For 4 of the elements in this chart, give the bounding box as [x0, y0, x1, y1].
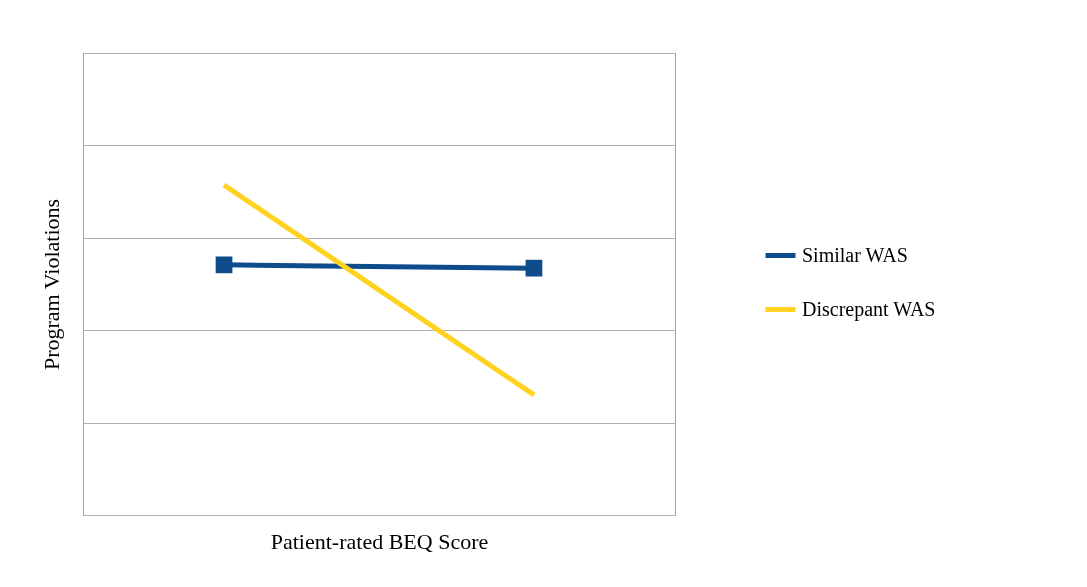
- legend-label: Discrepant WAS: [802, 297, 936, 321]
- legend-label: Similar WAS: [802, 243, 908, 266]
- x-axis-title: Patient-rated BEQ Score: [270, 528, 489, 554]
- y-axis-title: Program Violations: [38, 198, 64, 371]
